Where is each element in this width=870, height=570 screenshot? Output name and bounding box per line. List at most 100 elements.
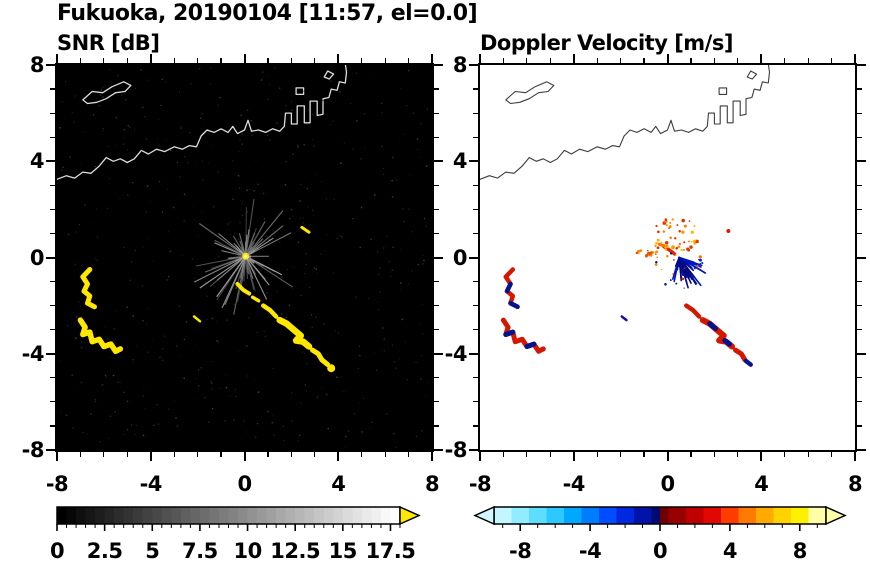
echo-speckle (156, 138, 158, 140)
echo-speckle (248, 298, 250, 300)
echo-speckle (129, 279, 132, 282)
echo-speckle (64, 177, 67, 180)
echo-speckle (285, 316, 287, 318)
echo-speckle (291, 420, 293, 422)
echo-speckle (183, 220, 185, 222)
axis-tick (434, 64, 443, 66)
echo-speckle (115, 145, 117, 147)
echo-speckle (371, 421, 374, 424)
echo-speckle (238, 351, 240, 353)
radial-streak (245, 235, 250, 257)
echo-speckle (406, 104, 408, 107)
axis-tick (857, 184, 862, 186)
echo-speckle (299, 200, 301, 202)
echo-speckle (216, 320, 218, 322)
echo-speckle (323, 323, 325, 325)
axis-tick (337, 452, 340, 461)
echo-speckle (672, 273, 675, 276)
echo-speckle (383, 247, 385, 249)
echo-speckle (303, 217, 305, 219)
echo-speckle (682, 248, 686, 251)
echo-speckle (327, 427, 330, 430)
echo-speckle (79, 305, 82, 308)
echo-speckle (107, 207, 109, 209)
echo-speckle (100, 89, 103, 91)
echo-speckle (303, 144, 305, 146)
echo-speckle (167, 188, 168, 190)
echo-speckle (332, 120, 334, 122)
echo-speckle (290, 392, 293, 394)
echo-speckle (227, 223, 229, 225)
echo-speckle (324, 250, 326, 252)
echo-speckle (158, 118, 160, 120)
echo-speckle (693, 267, 696, 270)
axis-tick (857, 449, 866, 451)
axis-tick (620, 452, 622, 457)
echo-speckle (99, 440, 102, 443)
echo-speckle (676, 224, 679, 227)
echo-speckle (263, 330, 265, 332)
echo-speckle (201, 160, 204, 162)
echo-speckle (391, 196, 394, 198)
axis-tick (857, 401, 862, 403)
echo-speckle (421, 430, 423, 432)
echo-speckle (318, 395, 319, 397)
echo-speckle (216, 340, 218, 342)
snr-plot-area (55, 63, 434, 452)
echo-speckle (664, 283, 667, 286)
echo-speckle (245, 189, 248, 192)
echo-speckle (403, 220, 405, 223)
echo-speckle (73, 121, 75, 123)
echo-speckle (142, 395, 145, 397)
echo-speckle (354, 412, 356, 415)
axis-tick (760, 452, 763, 461)
echo-speckle (75, 231, 77, 233)
echo-speckle (132, 315, 135, 317)
echo-speckle (264, 236, 266, 238)
echo-speckle (112, 374, 115, 377)
echo-speckle (293, 265, 295, 267)
axis-tick (79, 452, 82, 457)
echo-speckle (90, 219, 92, 221)
echo-speckle (96, 259, 98, 261)
echo-speckle (393, 361, 395, 363)
echo-polyline (261, 303, 279, 319)
echo-speckle (378, 267, 381, 269)
axis-tick (666, 452, 669, 461)
echo-speckle (306, 362, 308, 365)
echo-speckle (192, 204, 194, 206)
echo-speckle (168, 408, 170, 410)
echo-speckle (142, 106, 144, 108)
echo-speckle (338, 91, 341, 93)
echo-speckle (285, 104, 287, 107)
echo-speckle (242, 214, 244, 216)
echo-speckle (315, 316, 317, 318)
echo-speckle (291, 109, 293, 112)
echo-speckle (675, 282, 678, 285)
echo-speckle (142, 247, 144, 249)
echo-speckle (71, 317, 73, 319)
echo-speckle (262, 71, 264, 73)
axis-tick (434, 256, 443, 259)
axis-tick (830, 452, 833, 457)
snr-colorbar-tick-label: 12.5 (270, 539, 320, 563)
echo-speckle (400, 288, 402, 290)
echo-speckle (119, 198, 121, 200)
echo-speckle (245, 345, 247, 347)
echo-speckle (145, 138, 148, 140)
echo-polyline (722, 338, 733, 347)
echo-speckle (405, 341, 406, 343)
axis-tick (431, 452, 433, 461)
axis-tick (469, 449, 478, 451)
echo-speckle (83, 96, 85, 98)
echo-speckle (363, 397, 365, 399)
echo-speckle (94, 400, 97, 403)
echo-speckle (229, 395, 231, 397)
y-tick-label: -8 (21, 438, 45, 462)
snr-colorbar-tick-label: 0 (50, 539, 64, 563)
echo-speckle (313, 145, 315, 147)
echo-speckle (303, 90, 305, 92)
echo-speckle (64, 81, 66, 83)
echo-speckle (276, 290, 278, 292)
echo-speckle (654, 263, 658, 266)
